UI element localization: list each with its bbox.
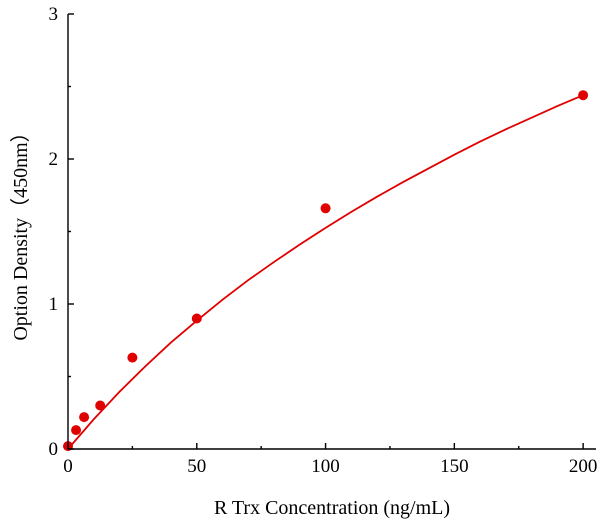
data-point <box>191 313 202 324</box>
plot-area <box>63 90 589 452</box>
data-point <box>127 352 138 363</box>
axes <box>67 14 596 450</box>
ticks: 0 50 100 150 200 0 1 2 3 <box>49 4 598 477</box>
x-tick-label: 150 <box>440 456 469 477</box>
y-tick-label: 1 <box>49 294 59 315</box>
fit-curve <box>67 94 584 450</box>
y-axis-label: Option Density（450nm） <box>9 122 32 340</box>
data-point <box>578 90 589 101</box>
x-tick-label: 200 <box>569 456 598 477</box>
x-tick-label: 50 <box>187 456 206 477</box>
data-point <box>71 425 82 436</box>
x-tick-label: 0 <box>63 456 73 477</box>
y-tick-label: 2 <box>49 149 59 170</box>
y-tick-label: 0 <box>49 439 59 460</box>
data-point <box>95 400 106 411</box>
data-point <box>79 412 90 423</box>
y-tick-label: 3 <box>49 4 59 25</box>
data-point <box>320 203 331 214</box>
x-tick-label: 100 <box>311 456 340 477</box>
x-axis-label: R Trx Concentration (ng/mL) <box>214 497 450 519</box>
